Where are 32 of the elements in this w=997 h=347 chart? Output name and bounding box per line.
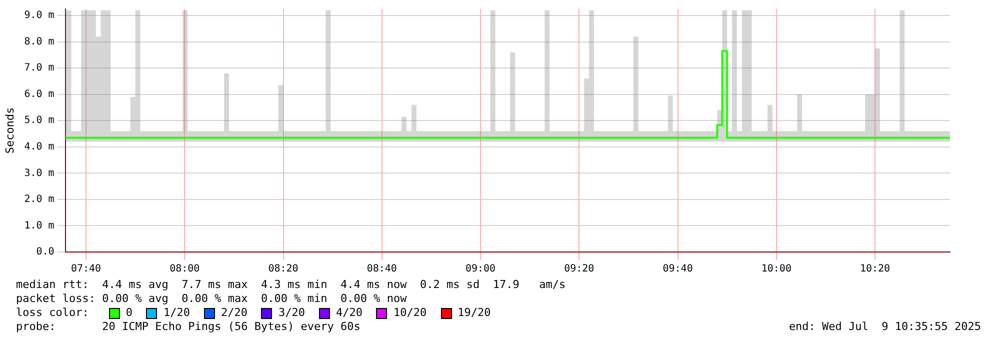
y-tick-label: 6.0 m (24, 88, 54, 100)
x-tick-label: 09:00 (465, 264, 496, 275)
text: end: Wed Jul 9 10:35:55 2025 (788, 320, 981, 334)
x-tick-label: 09:20 (564, 264, 594, 275)
x-tick-label: 08:00 (170, 264, 200, 275)
x-tick-label: 08:40 (366, 264, 397, 275)
text: probe: 20 ICMP Echo Pings (56 Bytes) every 60s (16, 320, 360, 334)
y-tick-label: 9.0 m (24, 10, 54, 22)
x-tick-label: 10:20 (860, 264, 890, 275)
legend-label: 2/20 (220, 306, 248, 320)
legend-label: 4/20 (336, 306, 362, 320)
text: median rtt: 4.4 ms avg 7.7 ms max 4.3 ms min 4.4 ms now 0.2 ms sd 17.9 am/s (16, 278, 567, 292)
y-tick-label: 8.0 m (24, 36, 54, 48)
y-tick-label: 4.0 m (24, 142, 54, 153)
x-tick-label: 10:00 (761, 264, 792, 275)
legend-label: 1/20 (163, 306, 190, 320)
legend-label: 3/20 (278, 306, 305, 320)
legend-title: loss color: (16, 306, 89, 320)
x-tick-label: 08:20 (268, 264, 298, 275)
x-tick-label: 09:40 (662, 264, 693, 275)
x-tick-label: 07:40 (70, 264, 102, 275)
y-tick-label: 3.0 m (24, 168, 54, 179)
y-tick-label: 0.0 (36, 246, 54, 258)
legend-label: 10/20 (393, 306, 427, 320)
text: packet loss: 0.00 % avg 0.00 % max 0.00 % min 0.00 % now (16, 292, 408, 306)
legend-label: 19/20 (458, 306, 491, 320)
y-tick-label: 7.0 m (24, 62, 54, 74)
y-tick-label: 2.0 m (24, 194, 54, 206)
y-axis-title: Seconds (3, 107, 16, 154)
y-tick-label: 5.0 m (24, 115, 54, 126)
legend-label: 0 (126, 306, 132, 320)
y-tick-label: 1.0 m (24, 220, 54, 232)
